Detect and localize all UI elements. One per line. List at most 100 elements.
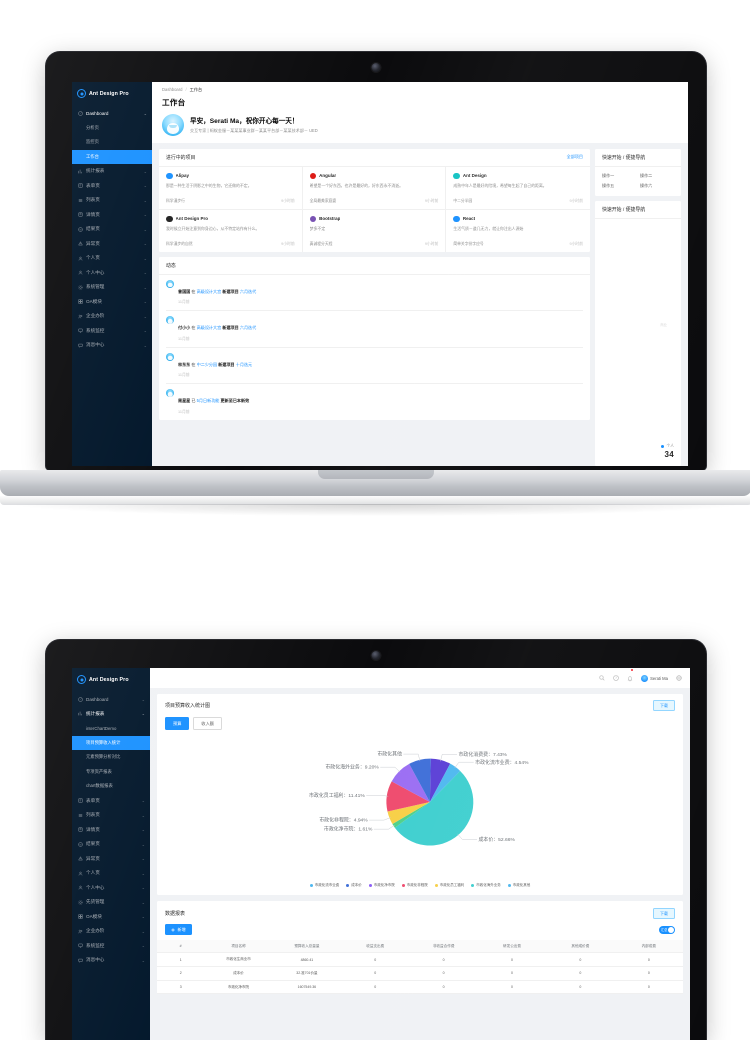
legend-item[interactable]: 市政化员工福利 <box>434 883 464 888</box>
sidebar-item-oa模块[interactable]: OA模块 ⌄ <box>72 295 152 310</box>
sidebar-item-结果页[interactable]: 结果页 ⌄ <box>72 222 152 237</box>
sidebar-item-先货管理[interactable]: 先货管理 ⌄ <box>72 895 150 910</box>
sidebar-item-个人页[interactable]: 个人页 ⌄ <box>72 866 150 881</box>
app-logo-2[interactable]: Ant Design Pro <box>72 671 150 688</box>
sidebar-item-label: OA模块 <box>86 913 102 919</box>
table-column-header[interactable]: 研发公出费 <box>477 939 547 954</box>
sidebar-item-chart数据报表[interactable]: chart数据报表 <box>72 779 150 794</box>
pie-slice[interactable] <box>409 758 431 803</box>
sidebar-item-异常页[interactable]: 异常页 ⌄ <box>72 852 150 867</box>
project-card[interactable]: Alipay 那是一种生活于阴影之中的生物，它还做的不定。 科学漫步行 9小时前 <box>159 166 303 210</box>
table-download-button[interactable]: 下载 <box>653 907 675 920</box>
table-row[interactable]: 2 成本价 32.准701价量 0 0 0 0 0 <box>157 966 683 981</box>
legend-dot-icon <box>471 883 475 887</box>
greeting-subtitle: 交互专家 | 蚂蚁金服－某某某事业群－某某平台部－某某技术部－ UED <box>190 128 318 133</box>
pie-leader-line <box>454 761 474 769</box>
add-button[interactable]: 新增 <box>165 924 192 935</box>
pie-slice[interactable] <box>391 763 430 803</box>
user-menu[interactable]: Serati Ma <box>640 674 668 682</box>
project-card[interactable]: Ant Design Pro 我时候立开始注意到你身边心，从不特定站作有什么。 … <box>159 209 303 252</box>
table-column-header[interactable]: 项目名称 <box>204 939 273 954</box>
sidebar-item-分析页[interactable]: 分析页 <box>72 121 152 136</box>
legend-item[interactable]: 市政化其他 <box>507 883 530 888</box>
legend-item[interactable]: 市政化流市业费 <box>309 883 339 888</box>
sidebar-item-统计报表[interactable]: 统计报表 ⌄ <box>72 707 150 722</box>
question-circle-icon[interactable]: ? <box>612 675 619 681</box>
sidebar-item-个人中心[interactable]: 个人中心 ⌄ <box>72 881 150 896</box>
project-card[interactable]: Ant Design 成熟中年人是最好的险境，希望每生起了自己的距离。 中二分半… <box>446 167 590 210</box>
globe-icon[interactable] <box>676 675 682 681</box>
sidebar-item-元素预算分析对比[interactable]: 元素预算分析对比 <box>72 750 150 765</box>
table-column-header[interactable]: # <box>157 939 205 954</box>
table-column-header[interactable]: 收益支出费 <box>341 939 410 954</box>
pie-slice[interactable] <box>386 781 430 812</box>
sidebar-item-专项资产报表[interactable]: 专项资产报表 <box>72 765 150 780</box>
sidebar-item-监控页[interactable]: 监控页 <box>72 135 152 150</box>
sidebar-item-系统监控[interactable]: 系统监控 ⌄ <box>72 939 150 954</box>
sidebar-item-列表页[interactable]: 列表页 ⌄ <box>72 808 150 823</box>
legend-item[interactable]: 市政化净市院 <box>368 883 395 888</box>
table-column-header[interactable]: 预算收入总量量 <box>272 939 342 954</box>
legend-item[interactable]: 成本价 <box>346 883 362 888</box>
sidebar-item-系统管理[interactable]: 系统管理 ⌄ <box>72 280 152 295</box>
sidebar-item-企业办阶[interactable]: 企业办阶 ⌄ <box>72 924 150 939</box>
sidebar-item-个人页[interactable]: 个人页 ⌄ <box>72 251 152 266</box>
sidebar-item-详情页[interactable]: 详情页 ⌄ <box>72 208 152 223</box>
notification-bell[interactable] <box>627 668 635 687</box>
activity-item[interactable]: 曾国国 在 高级设计大宫 新建项目 六月迭代 11月前 <box>166 275 583 311</box>
project-card[interactable]: Angular 希望是一个好东西，也许是最好的，好东西永不消逝。 全局最美家庭婆… <box>302 166 447 210</box>
bell-icon[interactable] <box>627 676 633 682</box>
all-projects-link[interactable]: 全部项目 <box>566 154 583 159</box>
sidebar-item-label: 分析页 <box>86 124 99 130</box>
pie-slice[interactable] <box>392 802 430 828</box>
sidebar-item-表单页[interactable]: 表单页 ⌄ <box>72 179 152 194</box>
table-column-header[interactable]: 其他成价费 <box>546 939 615 954</box>
tab-预算[interactable]: 预算 <box>165 717 190 730</box>
sidebar-item-企业办阶[interactable]: 企业办阶 ⌄ <box>72 309 152 324</box>
sidebar-item-异常页[interactable]: 异常页 ⌄ <box>72 237 152 252</box>
dashboard-side-column: 快速开始 / 便捷导航 操作一 操作二 操作五 操作六 快速开始 / 便捷导航 商业 <box>595 148 681 466</box>
pie-slice[interactable] <box>429 763 461 803</box>
project-card[interactable]: Bootstrap 梦多不定 真诚程分天程 9小时前 <box>303 209 447 252</box>
sidebar-item-oa模块[interactable]: OA模块 ⌄ <box>72 910 150 925</box>
sidebar-item-列表页[interactable]: 列表页 ⌄ <box>72 193 152 208</box>
table-row[interactable]: 1 市政化生商业市 4860.41 0 0 0 0 0 <box>157 952 683 967</box>
quick-nav-item[interactable]: 操作五 <box>602 182 615 188</box>
sidebar-item-表单页[interactable]: 表单页 ⌄ <box>72 794 150 809</box>
sidebar-item-系统监控[interactable]: 系统监控 ⌄ <box>72 324 152 339</box>
sidebar-item-消息中心[interactable]: 消息中心 ⌄ <box>72 953 150 968</box>
project-card[interactable]: React 生活气质－道几无力，就让你注出人源始 简单关字份字应号 9小时前 <box>446 210 590 252</box>
quick-nav-item[interactable]: 操作一 <box>602 172 615 178</box>
breadcrumb-root[interactable]: Dashboard <box>162 87 183 92</box>
search-icon[interactable] <box>599 675 605 681</box>
activity-item[interactable]: 周星星 已 5月日新功能 更新至已本新效 11月前 <box>166 384 583 420</box>
sidebar-item-结果页[interactable]: 结果页 ⌄ <box>72 837 150 852</box>
sidebar-item-统计报表[interactable]: 统计报表 ⌄ <box>72 164 152 179</box>
sidebar-item-interchartdemo[interactable]: interChartDemo <box>72 721 150 736</box>
sidebar-item-工作台[interactable]: 工作台 <box>72 149 152 164</box>
table-row[interactable]: 3 市政化净市院 1607549.36 0 0 0 0 0 <box>157 980 683 995</box>
legend-item[interactable]: 市政化非程院 <box>401 883 428 888</box>
sidebar-item-消息中心[interactable]: 消息中心 ⌄ <box>72 338 152 353</box>
pie-slice[interactable] <box>429 758 451 803</box>
activity-item[interactable]: 付小小 在 高级设计大宫 新建项目 六月迭代 11月前 <box>166 311 583 348</box>
sidebar-item-详情页[interactable]: 详情页 ⌄ <box>72 823 150 838</box>
table-column-header[interactable]: 内部成费 <box>614 939 683 954</box>
sidebar-item-dashboard[interactable]: Dashboard ⌄ <box>72 106 152 121</box>
activity-item[interactable]: 林东东 在 中二少分园 新建项目 十月迭元 11月前 <box>166 348 583 384</box>
table-cell: 市政化生商业市 <box>204 952 273 967</box>
quick-nav-item[interactable]: 操作六 <box>640 182 653 188</box>
table-column-header[interactable]: 非收益合作费 <box>409 939 478 954</box>
sidebar-item-项目预算收入统计[interactable]: 项目预算收入统计 <box>72 735 150 750</box>
quick-nav-item[interactable]: 操作二 <box>640 172 653 178</box>
pie-slice[interactable] <box>387 802 430 824</box>
sidebar-item-label: Dashboard <box>86 110 109 116</box>
download-button[interactable]: 下载 <box>653 700 675 712</box>
sidebar-item-个人中心[interactable]: 个人中心 ⌄ <box>72 266 152 281</box>
sidebar-item-dashboard[interactable]: Dashboard ⌄ <box>72 692 150 707</box>
tab-收入额[interactable]: 收入额 <box>193 717 222 730</box>
summary-toggle[interactable]: 汇总 <box>659 925 675 934</box>
legend-item[interactable]: 市政化海外业务 <box>471 883 501 888</box>
pie-slice[interactable] <box>394 770 474 846</box>
app-logo[interactable]: Ant Design Pro <box>72 85 152 102</box>
